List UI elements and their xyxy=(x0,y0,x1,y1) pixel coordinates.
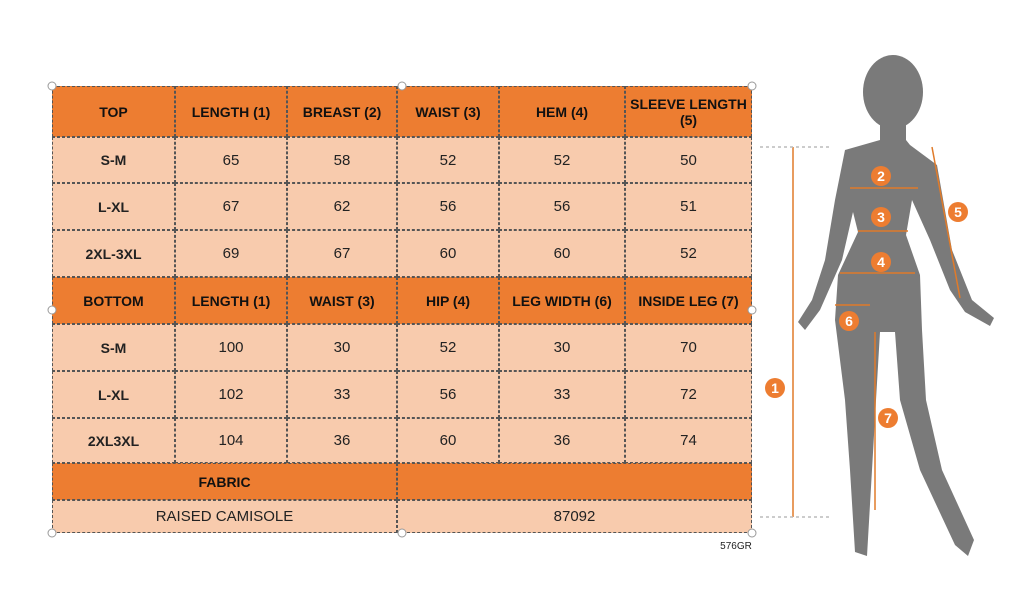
marker xyxy=(878,408,898,428)
data-cell: 60 xyxy=(397,418,499,463)
marker-label: 2 xyxy=(877,168,885,184)
data-cell: L-XL xyxy=(52,371,175,418)
data-cell: S-M xyxy=(52,324,175,371)
data-cell: 100 xyxy=(175,324,287,371)
marker-label: 1 xyxy=(771,380,779,396)
header-cell: TOP xyxy=(52,86,175,137)
marker-label: 5 xyxy=(954,204,962,220)
handles xyxy=(47,81,757,538)
header-cell: HEM (4) xyxy=(499,86,625,137)
data-cell: 52 xyxy=(397,137,499,183)
measure-lines xyxy=(760,146,961,518)
data-cell: 52 xyxy=(499,137,625,183)
header-cell: WAIST (3) xyxy=(397,86,499,137)
header-cell: SLEEVE LENGTH (5) xyxy=(625,86,752,137)
data-cell: 2XL-3XL xyxy=(52,230,175,277)
header-cell: BREAST (2) xyxy=(287,86,397,137)
marker xyxy=(871,207,891,227)
data-cell: 62 xyxy=(287,183,397,230)
marker-label: 4 xyxy=(877,254,885,270)
data-cell: 33 xyxy=(287,371,397,418)
data-cell: 102 xyxy=(175,371,287,418)
data-cell: 104 xyxy=(175,418,287,463)
data-cell: 30 xyxy=(499,324,625,371)
code: 576GR xyxy=(720,540,752,552)
marker xyxy=(948,202,968,222)
marker xyxy=(871,166,891,186)
marker xyxy=(871,252,891,272)
fabric-value: 87092 xyxy=(397,500,752,533)
data-cell: 52 xyxy=(625,230,752,277)
data-cell: 70 xyxy=(625,324,752,371)
header-cell: INSIDE LEG (7) xyxy=(625,277,752,324)
silhouette xyxy=(798,55,994,556)
header-cell: LENGTH (1) xyxy=(175,277,287,324)
marker-label: 6 xyxy=(845,313,853,329)
data-cell: 74 xyxy=(625,418,752,463)
marker xyxy=(839,311,859,331)
data-cell: 60 xyxy=(397,230,499,277)
data-cell: 52 xyxy=(397,324,499,371)
data-cell: 58 xyxy=(287,137,397,183)
data-cell: 67 xyxy=(287,230,397,277)
data-cell: 56 xyxy=(499,183,625,230)
data-cell: 50 xyxy=(625,137,752,183)
data-cell: 69 xyxy=(175,230,287,277)
data-cell: 60 xyxy=(499,230,625,277)
data-cell: 33 xyxy=(499,371,625,418)
data-cell: 72 xyxy=(625,371,752,418)
marker-label: 3 xyxy=(877,209,885,225)
data-cell: 65 xyxy=(175,137,287,183)
marker-label: 7 xyxy=(884,410,892,426)
data-cell: 51 xyxy=(625,183,752,230)
data-cell: 56 xyxy=(397,371,499,418)
data-cell: 67 xyxy=(175,183,287,230)
marker xyxy=(765,378,785,398)
data-cell: 56 xyxy=(397,183,499,230)
data-cell: 2XL3XL xyxy=(52,418,175,463)
header-cell: LEG WIDTH (6) xyxy=(499,277,625,324)
data-cell: 36 xyxy=(499,418,625,463)
header-cell: BOTTOM xyxy=(52,277,175,324)
data-cell: S-M xyxy=(52,137,175,183)
fabric-header-blank xyxy=(397,463,752,500)
data-cell: 36 xyxy=(287,418,397,463)
header-cell: LENGTH (1) xyxy=(175,86,287,137)
fabric-value: RAISED CAMISOLE xyxy=(52,500,397,533)
header-cell: WAIST (3) xyxy=(287,277,397,324)
header-cell: HIP (4) xyxy=(397,277,499,324)
data-cell: 30 xyxy=(287,324,397,371)
fabric-label: FABRIC xyxy=(52,463,397,500)
data-cell: L-XL xyxy=(52,183,175,230)
